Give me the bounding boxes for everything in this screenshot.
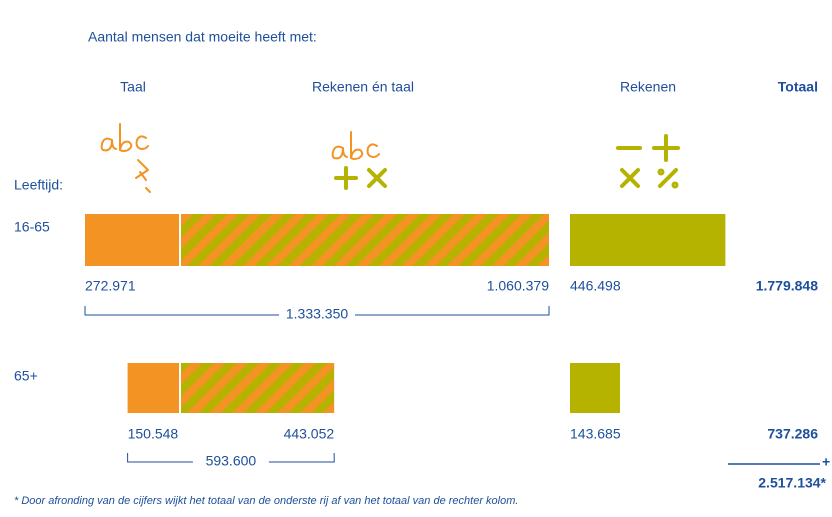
icon-taal: [100, 123, 151, 193]
footnote: * Door afronding van de cijfers wijkt he…: [14, 495, 518, 507]
total-label: 737.286: [767, 426, 818, 442]
value-label: 143.685: [570, 426, 621, 442]
column-header: Rekenen én taal: [312, 79, 414, 95]
row-label: 65+: [14, 368, 38, 384]
column-header: Rekenen: [620, 79, 676, 95]
subtotal-label: 1.333.350: [286, 306, 348, 322]
bar-segment: [180, 214, 550, 266]
column-header: Taal: [120, 79, 146, 95]
bar-segment: [570, 214, 726, 266]
value-label: 443.052: [284, 426, 335, 442]
value-label: 1.060.379: [487, 278, 549, 294]
sum-sign: +: [822, 454, 830, 470]
axis-label: Leeftijd:: [14, 177, 63, 193]
value-label: 150.548: [128, 426, 179, 442]
bar-segment: [180, 363, 335, 413]
value-label: 272.971: [85, 278, 136, 294]
bracket-gap: [192, 453, 269, 471]
row-label: 16-65: [14, 219, 50, 235]
column-header: Totaal: [778, 79, 818, 95]
value-label: 446.498: [570, 278, 621, 294]
icon-rekenen-en-taal: [331, 131, 387, 190]
bar-segment: [85, 214, 180, 266]
bar-segment: [570, 363, 621, 413]
subtotal-label: 593.600: [206, 453, 257, 469]
grand-total: 2.517.134*: [758, 475, 826, 491]
bar-segment: [127, 363, 180, 413]
icon-rekenen: [616, 134, 680, 189]
chart-title: Aantal mensen dat moeite heeft met:: [88, 29, 317, 45]
bracket-gap: [279, 306, 356, 324]
total-label: 1.779.848: [756, 278, 818, 294]
